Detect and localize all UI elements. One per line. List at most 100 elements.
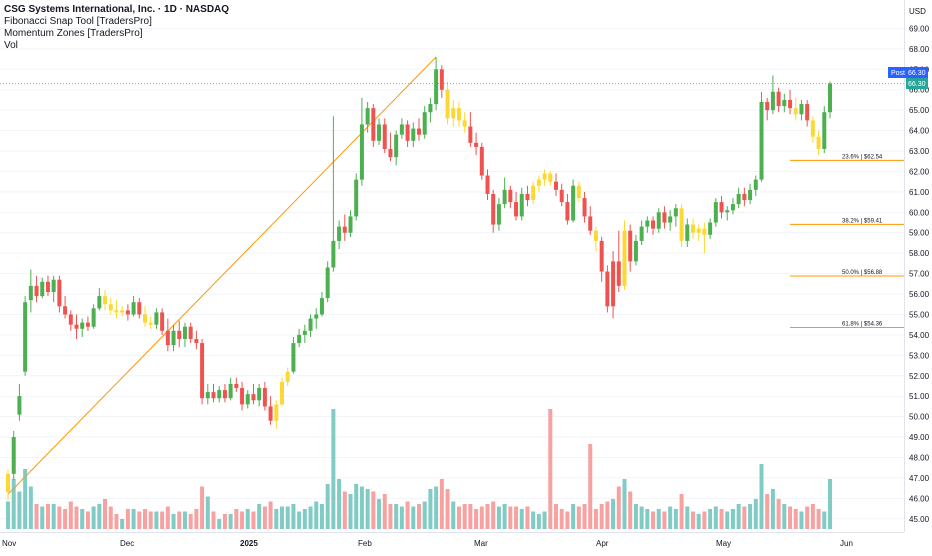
candle[interactable] [85,316,90,331]
candle[interactable] [593,226,598,252]
candle[interactable] [394,130,399,166]
candle[interactable] [308,314,313,337]
candle[interactable] [417,118,421,141]
candle[interactable] [28,269,33,313]
candle[interactable] [342,214,347,241]
candle[interactable] [348,210,353,237]
candle[interactable] [491,189,496,233]
candle[interactable] [6,469,10,501]
candle[interactable] [405,120,410,147]
candle[interactable] [588,206,593,235]
candle[interactable] [262,381,267,411]
candle[interactable] [611,251,616,319]
legend-indicator-fibonacci[interactable]: Fibonacci Snap Tool [TradersPro] [4,16,152,27]
candle[interactable] [439,65,444,98]
candle[interactable] [377,118,382,145]
candle[interactable] [736,187,741,209]
candle[interactable] [725,206,730,221]
candle[interactable] [411,122,416,147]
candle[interactable] [434,57,439,111]
candle[interactable] [713,198,718,227]
candle[interactable] [719,195,724,219]
candle[interactable] [40,277,45,299]
chart-canvas[interactable]: 23.6% | $62.54 38.2% | $59.41 50.0% | $56.… [0,0,904,532]
candle[interactable] [17,383,22,421]
candle[interactable] [137,298,142,319]
candle[interactable] [371,104,376,147]
candle[interactable] [51,275,56,303]
candle[interactable] [691,218,695,239]
candle[interactable] [108,298,113,315]
candle[interactable] [496,198,501,231]
candle[interactable] [799,99,804,121]
candle[interactable] [468,112,473,147]
candle[interactable] [656,208,661,233]
candle[interactable] [805,99,810,127]
candle[interactable] [456,101,461,127]
candle[interactable] [679,204,684,248]
candle[interactable] [63,296,68,319]
candle[interactable] [565,193,570,225]
candle[interactable] [148,316,153,329]
candle[interactable] [822,106,827,154]
candle[interactable] [103,289,108,311]
candle[interactable] [748,183,753,205]
candle[interactable] [240,381,245,411]
candle[interactable] [354,173,359,221]
candle[interactable] [302,324,307,344]
candle[interactable] [462,112,467,133]
candle[interactable] [297,328,302,348]
legend-indicator-momentum[interactable]: Momentum Zones [TradersPro] [4,28,143,39]
candle[interactable] [451,99,456,127]
candle[interactable] [337,220,342,250]
candle[interactable] [91,304,96,329]
candle[interactable] [753,175,758,196]
candle[interactable] [531,181,536,205]
candle[interactable] [359,97,364,186]
candle[interactable] [645,216,650,233]
candle[interactable] [788,89,793,115]
candle[interactable] [770,75,775,115]
candle[interactable] [319,291,324,317]
candle[interactable] [188,322,193,344]
candle[interactable] [165,318,170,352]
candle[interactable] [571,179,576,223]
candle[interactable] [388,132,393,162]
candle[interactable] [651,216,656,235]
candle[interactable] [234,377,239,393]
candle[interactable] [668,210,673,231]
candle[interactable] [422,106,427,139]
candle[interactable] [382,118,387,154]
candle[interactable] [514,191,519,221]
candle[interactable] [177,320,182,348]
candle[interactable] [605,265,610,313]
candle[interactable] [485,169,490,201]
candle[interactable] [211,383,216,403]
candle[interactable] [828,81,832,119]
legend-indicator-vol[interactable]: Vol [4,40,18,51]
candle[interactable] [114,300,119,319]
time-axis[interactable]: Nov Dec 2025 Feb Mar Apr May Jun [0,532,904,551]
candle[interactable] [548,171,553,186]
candle[interactable] [810,116,815,143]
candle[interactable] [11,430,16,480]
candle[interactable] [622,220,627,290]
candle[interactable] [80,318,85,337]
candle[interactable] [160,308,165,335]
candle[interactable] [793,97,798,121]
candle[interactable] [251,383,256,405]
candle[interactable] [125,304,130,321]
candle[interactable] [765,97,770,121]
candle[interactable] [171,324,176,352]
candle[interactable] [143,306,147,327]
candle[interactable] [399,118,404,139]
candle[interactable] [708,218,713,239]
candle[interactable] [23,296,28,376]
chart-area[interactable]: 23.6% | $62.54 38.2% | $59.41 50.0% | $56.… [0,0,904,532]
candle[interactable] [365,101,370,133]
candle[interactable] [474,132,479,156]
candle[interactable] [57,275,62,313]
candle[interactable] [331,116,336,272]
candle[interactable] [280,377,284,407]
candle[interactable] [616,230,621,292]
